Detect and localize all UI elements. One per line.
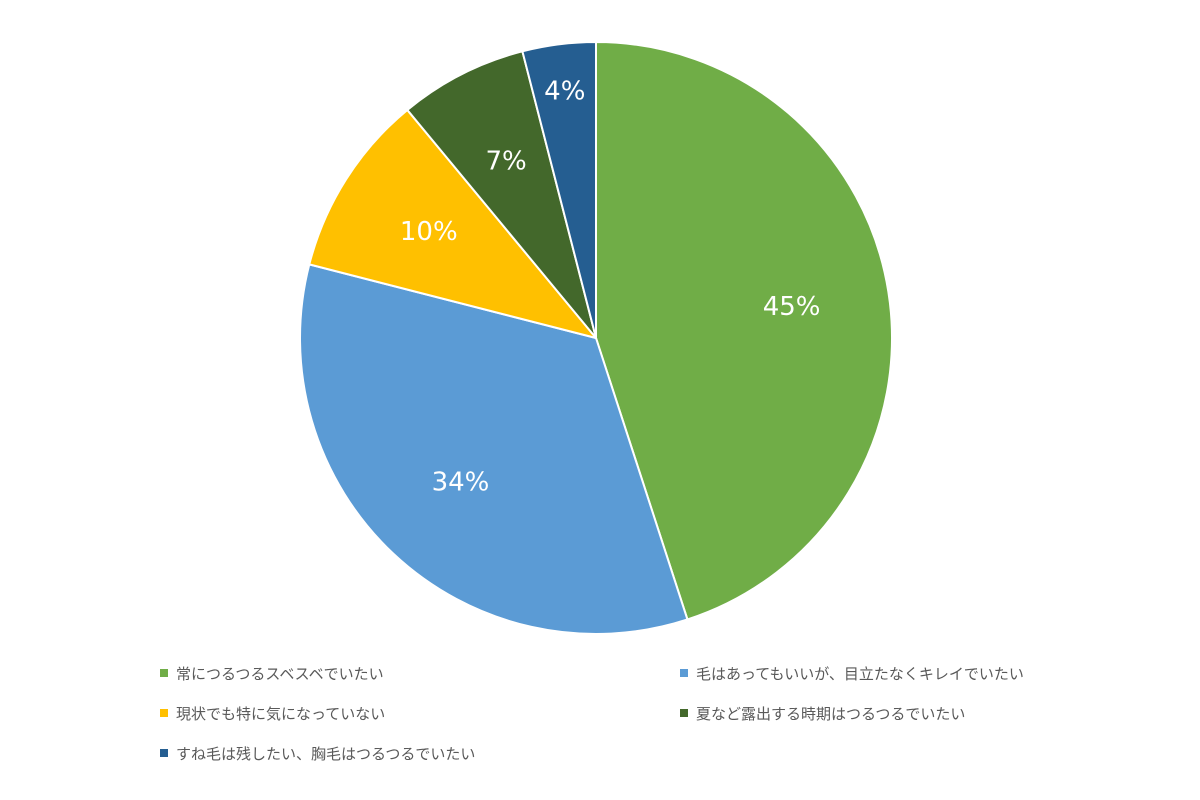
slice-label-2: 34% <box>432 467 490 497</box>
legend-label-3: 現状でも特に気になっていない <box>176 704 386 723</box>
legend-swatch-4 <box>680 709 688 717</box>
pie-slice-4 <box>406 50 597 339</box>
slice-label-5: 4% <box>544 76 585 106</box>
legend: 常につるつるスベスベでいたい 毛はあってもいいが、目立たなくキレイでいたい 現状… <box>160 662 1160 764</box>
slice-label-3: 10% <box>400 217 458 247</box>
pie-labels: 45% 34% 10% 7% 4% <box>400 76 821 497</box>
legend-item-1: 常につるつるスベスベでいたい <box>160 662 680 684</box>
legend-swatch-3 <box>160 709 168 717</box>
legend-swatch-1 <box>160 669 168 677</box>
pie-slice-3 <box>308 108 597 339</box>
pie-slice-5 <box>521 41 597 339</box>
legend-item-3: 現状でも特に気になっていない <box>160 702 680 724</box>
slice-label-1: 45% <box>763 292 821 322</box>
legend-item-4: 夏など露出する時期はつるつるでいたい <box>680 702 1100 724</box>
legend-item-5: すね毛は残したい、胸毛はつるつるでいたい <box>160 742 680 764</box>
slice-label-4: 7% <box>485 147 526 177</box>
pie-slice-1 <box>595 41 893 621</box>
legend-label-4: 夏など露出する時期はつるつるでいたい <box>696 704 966 723</box>
legend-swatch-5 <box>160 749 168 757</box>
legend-swatch-2 <box>680 669 688 677</box>
legend-label-2: 毛はあってもいいが、目立たなくキレイでいたい <box>696 664 1024 683</box>
pie-slice-2 <box>299 263 689 635</box>
legend-label-1: 常につるつるスベスベでいたい <box>176 664 384 683</box>
legend-label-5: すね毛は残したい、胸毛はつるつるでいたい <box>176 744 476 763</box>
legend-item-2: 毛はあってもいいが、目立たなくキレイでいたい <box>680 662 1100 684</box>
pie-slices <box>299 41 893 635</box>
